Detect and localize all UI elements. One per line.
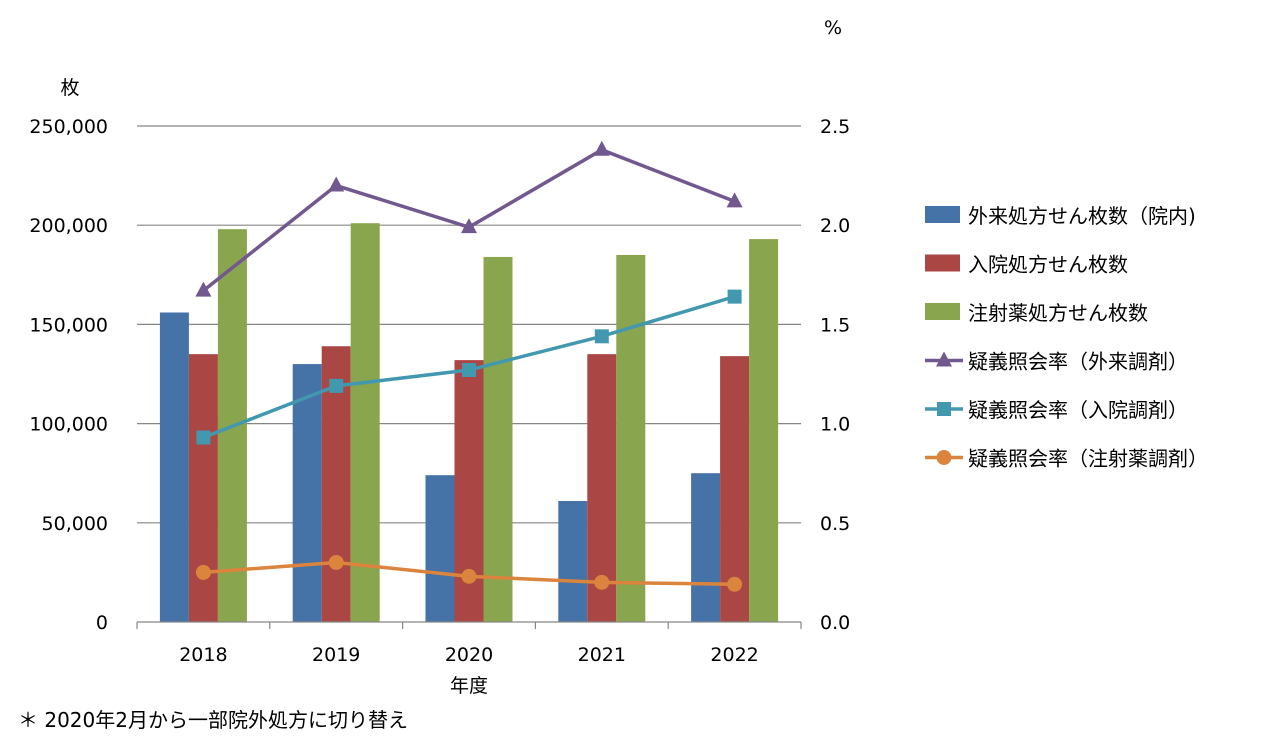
data-point — [594, 574, 610, 590]
y-tick-label: 0 — [96, 612, 108, 634]
y2-tick-label: 1.5 — [820, 314, 850, 336]
bar — [292, 364, 322, 622]
y-tick-label: 50,000 — [42, 513, 108, 535]
bar — [483, 256, 513, 622]
y2-tick-label: 1.0 — [820, 414, 850, 436]
data-point — [461, 568, 477, 584]
bar — [188, 354, 218, 622]
footnote: ＊ 2020年2月から一部院外処方に切り替え — [18, 708, 408, 732]
y-tick-label: 200,000 — [29, 215, 108, 237]
bar — [425, 475, 455, 622]
data-point — [594, 329, 609, 344]
legend-label: 注射薬処方せん枚数 — [968, 301, 1148, 325]
bar — [616, 254, 646, 622]
legend-marker — [936, 450, 952, 465]
legend-marker — [937, 402, 951, 416]
legend-swatch — [925, 254, 960, 272]
data-point — [328, 554, 344, 570]
data-point — [196, 430, 211, 445]
legend-swatch — [925, 206, 960, 223]
x-tick-label: 2020 — [445, 644, 493, 666]
data-point — [593, 140, 610, 156]
x-tick-label: 2021 — [578, 644, 626, 666]
legend-label: 疑義照会率（外来調剤） — [968, 350, 1188, 374]
data-point — [329, 378, 344, 393]
y2-tick-label: 0.0 — [820, 612, 850, 634]
legend-swatch — [925, 303, 960, 320]
data-point — [195, 564, 211, 580]
y-tick-label: 150,000 — [29, 314, 108, 336]
data-point — [727, 576, 743, 592]
legend-label: 外来処方せん枚数（院内) — [968, 204, 1196, 228]
x-tick-label: 2022 — [710, 644, 758, 666]
y2-tick-label: 2.0 — [820, 215, 850, 237]
bar — [691, 473, 721, 622]
data-point — [462, 363, 476, 378]
x-tick-label: 2019 — [312, 644, 360, 666]
legend-label: 疑義照会率（入院調剤） — [968, 398, 1188, 422]
y2-tick-label: 0.5 — [820, 513, 850, 535]
bar — [350, 223, 380, 622]
legend-label: 疑義照会率（注射薬調剤） — [968, 447, 1208, 471]
y-tick-label: 250,000 — [29, 116, 108, 138]
data-point — [195, 281, 212, 297]
right-axis-unit: % — [824, 17, 842, 39]
data-point — [726, 192, 743, 208]
bar — [749, 239, 779, 622]
legend-label: 入院処方せん枚数 — [968, 253, 1128, 277]
x-axis-title: 年度 — [450, 675, 488, 697]
left-axis-unit: 枚 — [60, 77, 79, 99]
y2-tick-label: 2.5 — [820, 116, 850, 138]
legend-marker — [936, 351, 952, 367]
bar — [159, 312, 189, 622]
data-point — [461, 218, 477, 234]
x-tick-label: 2018 — [179, 644, 227, 666]
bar — [558, 500, 588, 622]
y-tick-label: 100,000 — [29, 414, 108, 436]
data-point — [328, 176, 345, 192]
data-point — [727, 289, 742, 304]
